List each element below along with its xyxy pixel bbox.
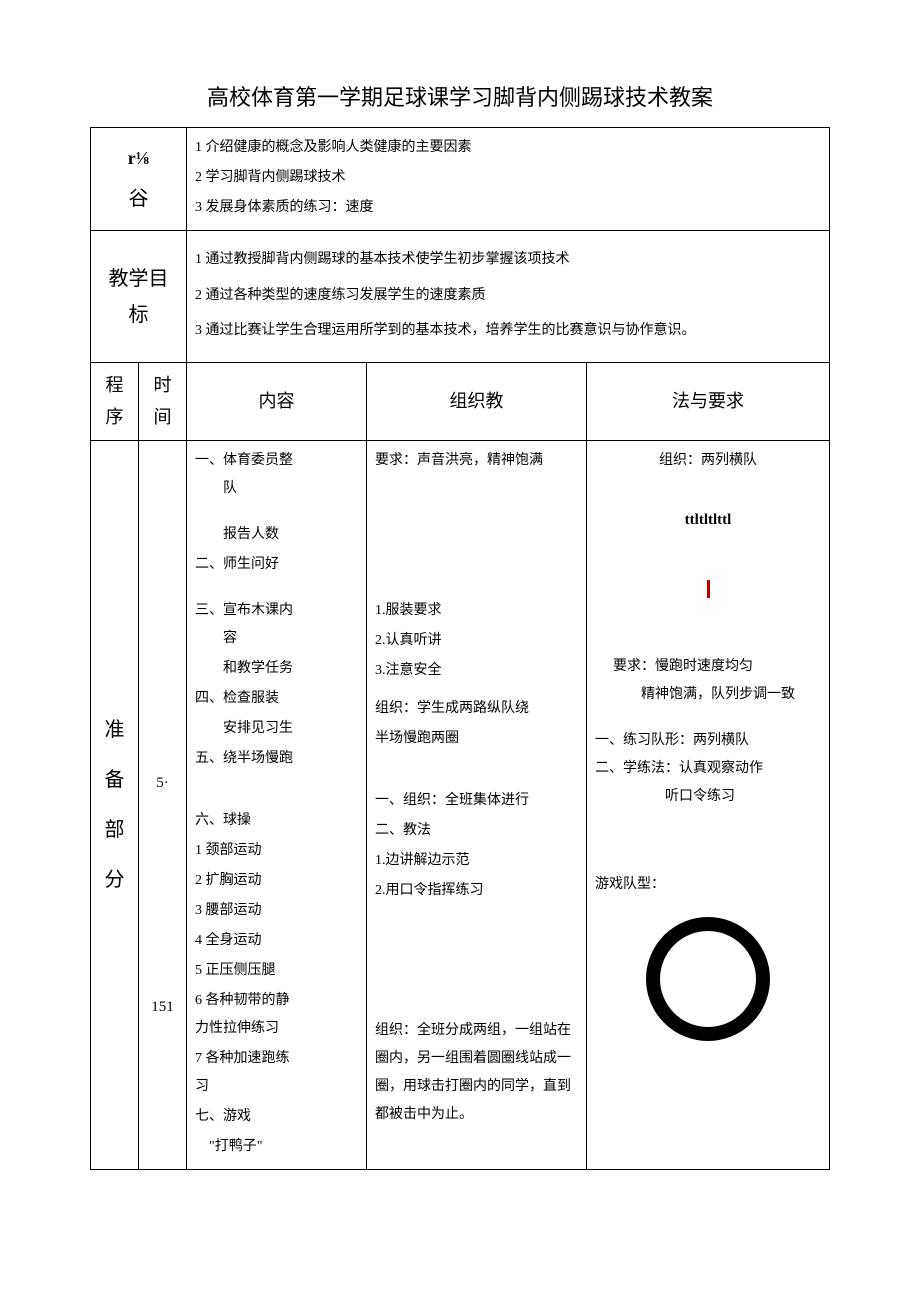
header-time: 时间 [139,362,187,440]
r-game: 游戏队型： [595,871,821,899]
obj-3: 3 通过比赛让学生合理运用所学到的基本技术，培养学生的比赛意识与协作意识。 [195,314,821,348]
header-req: 法与要求 [587,362,830,440]
c-item-7b: "打鸭子" [195,1133,358,1161]
o-5: 组织：学生成两路纵队绕 [375,695,578,723]
content-column: 一、体育委员整队 报告人数 二、师生问好 三、宣布木课内容 和教学任务 四、检查… [187,440,367,1169]
section-label: 准备部分 [91,440,139,1169]
c-item-6: 六、球操 [195,807,358,835]
header-org: 组织教 [367,362,587,440]
c-item-4: 四、检查服装 [195,685,358,713]
header-content: 内容 [187,362,367,440]
topic-line-1: 1 介绍健康的概念及影响人类健康的主要因素 [195,134,821,162]
r-org1: 组织：两列横队 [595,447,821,475]
c-item-3: 三、宣布木课内容 [195,597,358,653]
o-9: 2.用口令指挥练习 [375,877,578,905]
topic-label-1: r⅛ [99,144,178,173]
c-item-4b: 安排见习生 [195,715,358,743]
org-column: 要求：声音洪亮，精神饱满 1.服装要求 2.认真听讲 3.注意安全 组织：学生成… [367,440,587,1169]
r-req1: 要求：慢跑时速度均匀 [595,653,821,681]
c-item-6-5: 5 正压侧压腿 [195,957,358,985]
r-ex2: 二、学练法：认真观察动作 [595,755,821,783]
c-item-1: 一、体育委员整队 [195,447,358,503]
o-1: 要求：声音洪亮，精神饱满 [375,447,578,475]
topic-label-2: 谷 [99,183,178,215]
o-7: 二、教法 [375,817,578,845]
page-title: 高校体育第一学期足球课学习脚背内侧踢球技术教案 [90,80,830,115]
time-cell: 5· 151 [139,440,187,1169]
c-item-3b: 和教学任务 [195,655,358,683]
r-ex1: 一、练习队形：两列横队 [595,727,821,755]
o-10: 组织：全班分成两组，一组站在圈内，另一组围着圆圈线站成一圈，用球击打圈内的同学，… [375,1017,578,1129]
objectives-label: 教学目标 [91,231,187,363]
r-ex3: 听口令练习 [595,783,821,811]
o-5b: 半场慢跑两圈 [375,725,578,753]
red-marker [595,575,821,603]
topic-line-3: 3 发展身体素质的练习：速度 [195,194,821,222]
objectives-content: 1 通过教授脚背内侧踢球的基本技术使学生初步掌握该项技术 2 通过各种类型的速度… [187,231,830,363]
obj-2: 2 通过各种类型的速度练习发展学生的速度素质 [195,279,821,313]
o-8: 1.边讲解边示范 [375,847,578,875]
c-item-5: 五、绕半场慢跑 [195,745,358,773]
row-prep-section: 准备部分 5· 151 一、体育委员整队 报告人数 二、师生问好 三、宣布木课内… [91,440,830,1169]
c-item-2: 二、师生问好 [195,551,358,579]
circle-icon [638,909,778,1049]
c-item-6-1: 1 颈部运动 [195,837,358,865]
objectives-label-text: 教学目标 [109,268,169,326]
o-3: 2.认真听讲 [375,627,578,655]
row-headers: 程序 时间 内容 组织教 法与要求 [91,362,830,440]
c-item-6-7: 7 各种加速跑练习 [195,1045,358,1101]
obj-1: 1 通过教授脚背内侧踢球的基本技术使学生初步掌握该项技术 [195,243,821,277]
o-4: 3.注意安全 [375,657,578,685]
c-item-1b: 报告人数 [195,521,358,549]
section-label-text: 准备部分 [99,705,130,905]
formation-symbol: ttltltlttl [595,505,821,535]
r-req2: 精神饱满，队列步调一致 [595,681,821,709]
row-objectives: 教学目标 1 通过教授脚背内侧踢球的基本技术使学生初步掌握该项技术 2 通过各种… [91,231,830,363]
o-6: 一、组织：全班集体进行 [375,787,578,815]
lesson-plan-table: r⅛ 谷 1 介绍健康的概念及影响人类健康的主要因素 2 学习脚背内侧踢球技术 … [90,127,830,1170]
row-topic: r⅛ 谷 1 介绍健康的概念及影响人类健康的主要因素 2 学习脚背内侧踢球技术 … [91,128,830,231]
c-item-7: 七、游戏 [195,1103,358,1131]
time-2: 151 [147,995,178,1019]
header-program: 程序 [91,362,139,440]
c-item-6-4: 4 全身运动 [195,927,358,955]
time-1: 5· [147,771,178,795]
topic-content: 1 介绍健康的概念及影响人类健康的主要因素 2 学习脚背内侧踢球技术 3 发展身… [187,128,830,231]
req-column: 组织：两列横队 ttltltlttl 要求：慢跑时速度均匀 精神饱满，队列步调一… [587,440,830,1169]
topic-line-2: 2 学习脚背内侧踢球技术 [195,164,821,192]
c-item-6-6: 6 各种韧带的静力性拉伸练习 [195,987,358,1043]
red-bar-icon [707,580,710,598]
o-2: 1.服装要求 [375,597,578,625]
c-item-6-3: 3 腰部运动 [195,897,358,925]
topic-label-cell: r⅛ 谷 [91,128,187,231]
c-item-6-2: 2 扩胸运动 [195,867,358,895]
